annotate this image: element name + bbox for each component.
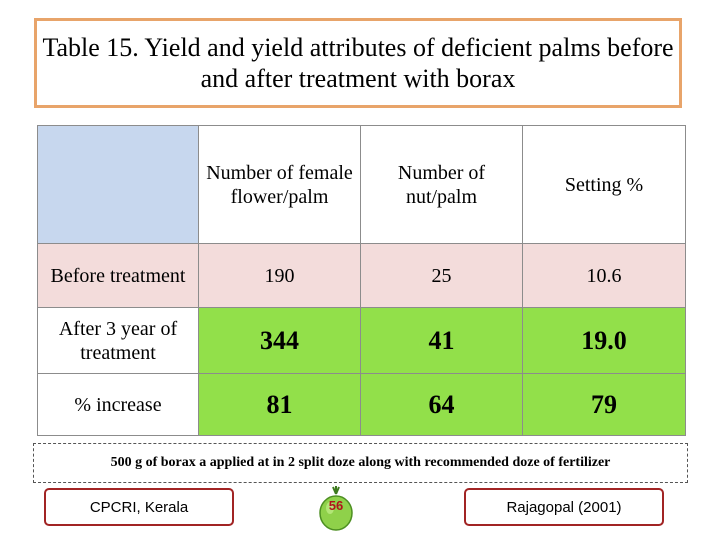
slide-title-box: Table 15. Yield and yield attributes of … [34, 18, 682, 108]
page-number: 56 [328, 498, 344, 513]
cell-value: 344 [198, 307, 361, 374]
row-label: Before treatment [37, 243, 199, 308]
header-female-flower: Number of female flower/palm [198, 125, 361, 244]
yield-table: Number of female flower/palm Number of n… [37, 125, 686, 436]
footer-citation: Rajagopal (2001) [506, 498, 622, 516]
footnote-box: 500 g of borax a applied at in 2 split d… [33, 443, 688, 483]
row-label: After 3 year of treatment [37, 307, 199, 374]
header-nut-per-palm: Number of nut/palm [360, 125, 523, 244]
cell-value: 19.0 [522, 307, 686, 374]
cell-value: 79 [522, 373, 686, 436]
table-header-row: Number of female flower/palm Number of n… [37, 125, 686, 244]
cell-value: 41 [360, 307, 523, 374]
footer-institution: CPCRI, Kerala [89, 498, 189, 516]
cell-value: 25 [360, 243, 523, 308]
table-row-before: Before treatment 190 25 10.6 [37, 243, 686, 308]
row-label: % increase [37, 373, 199, 436]
cell-value: 81 [198, 373, 361, 436]
footnote-text: 500 g of borax a applied at in 2 split d… [110, 455, 611, 470]
header-setting-percent: Setting % [522, 125, 686, 244]
coconut-icon [319, 486, 353, 531]
footer-institution-box: CPCRI, Kerala [44, 488, 234, 526]
cell-value: 10.6 [522, 243, 686, 308]
cell-value: 190 [198, 243, 361, 308]
header-cell-blank [37, 125, 199, 244]
table-row-increase: % increase 81 64 79 [37, 373, 686, 436]
cell-value: 64 [360, 373, 523, 436]
slide-title: Table 15. Yield and yield attributes of … [42, 33, 674, 93]
table-row-after: After 3 year of treatment 344 41 19.0 [37, 307, 686, 374]
footer-citation-box: Rajagopal (2001) [464, 488, 664, 526]
